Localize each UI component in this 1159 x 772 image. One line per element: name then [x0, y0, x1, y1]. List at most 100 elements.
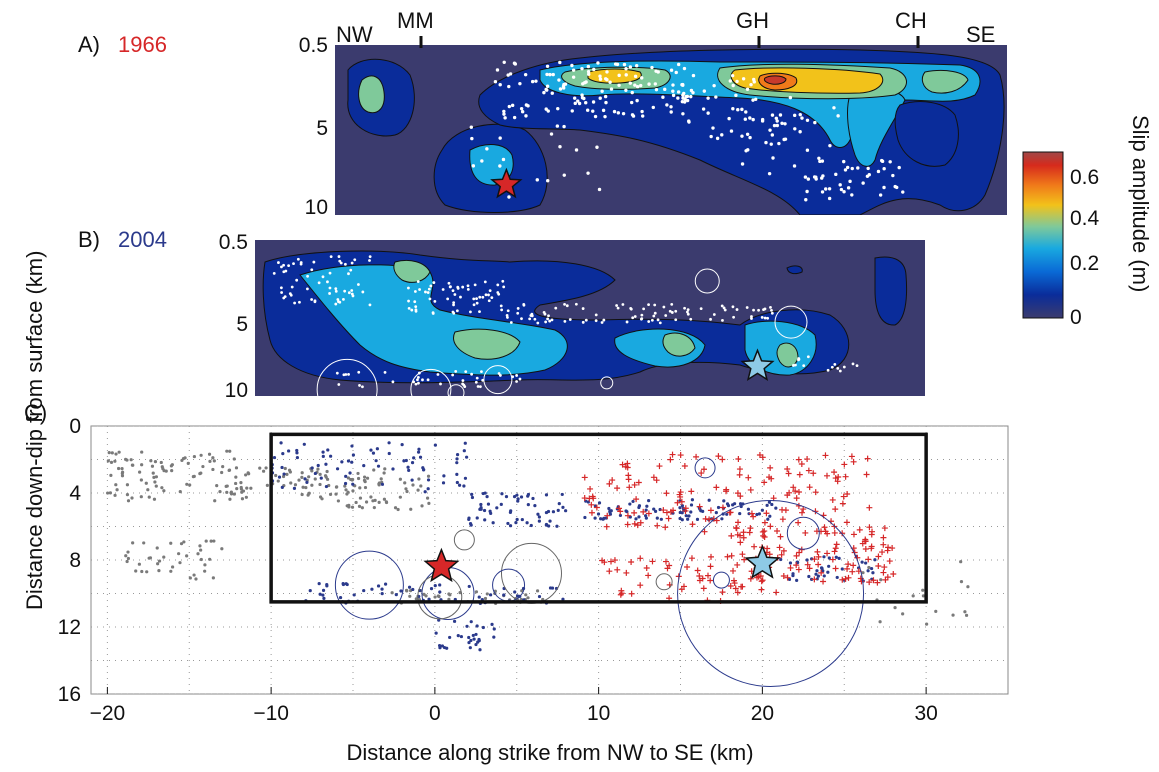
seismicity-dot-blue: [738, 502, 743, 506]
y-tick-label: 0: [69, 415, 81, 438]
panel-a-contour: [587, 68, 642, 84]
seismicity-cross-red: [766, 474, 773, 481]
aftershock-dot: [568, 318, 572, 321]
seismicity-cross-red: [633, 496, 640, 503]
seismicity-dot-blue: [502, 593, 506, 597]
aftershock-dot: [570, 109, 574, 113]
seismicity-dot-gray: [107, 451, 111, 455]
seismicity-dot-gray: [115, 488, 119, 492]
seismicity-dot-blue: [426, 478, 431, 482]
seismicity-cross-red: [719, 589, 726, 596]
aftershock-dot: [542, 90, 546, 95]
seismicity-dot-gray: [160, 465, 164, 469]
seismicity-dot-blue: [807, 574, 811, 579]
seismicity-cross-red: [677, 452, 684, 459]
seismicity-dot-blue: [757, 512, 762, 516]
panel-a-label: A): [78, 32, 100, 57]
aftershock-dot: [452, 311, 456, 315]
seismicity-dot-gray: [181, 456, 186, 461]
seismicity-dot-blue: [490, 622, 494, 627]
seismicity-cross-red: [707, 563, 714, 570]
seismicity-dot-blue: [583, 515, 587, 520]
seismicity-cross-red: [844, 491, 851, 498]
seismicity-dot-blue: [475, 516, 479, 520]
aftershock-dot: [604, 100, 608, 105]
seismicity-circle: [712, 571, 730, 589]
aftershock-dot: [830, 365, 834, 369]
seismicity-dot-blue: [768, 514, 772, 518]
x-tick-label: −20: [90, 702, 126, 725]
seismicity-dot-blue: [791, 572, 795, 576]
seismicity-dot-gray: [390, 591, 394, 595]
seismicity-dot-gray: [520, 589, 524, 593]
seismicity-dot-gray: [211, 576, 215, 580]
aftershock-dot: [524, 103, 529, 107]
seismicity-dot-blue: [317, 582, 321, 586]
seismicity-dot-blue: [344, 582, 348, 586]
aftershock-dot: [368, 303, 372, 307]
seismicity-dot-blue: [870, 566, 874, 571]
aftershock-dot: [586, 64, 591, 69]
seismicity-cross-red: [880, 534, 887, 541]
aftershock-dot: [760, 117, 765, 122]
aftershock-dot: [342, 297, 345, 301]
seismicity-dot-gray: [203, 563, 207, 567]
seismicity-cross-red: [778, 551, 785, 558]
aftershock-dot: [407, 299, 410, 303]
aftershock-dot: [461, 379, 465, 382]
seismicity-dot-blue: [457, 483, 462, 487]
seismicity-cross-red: [786, 489, 793, 496]
seismicity-dot-blue: [607, 506, 611, 511]
seismicity-dot-blue: [440, 644, 445, 648]
aftershock-dot: [842, 365, 846, 369]
aftershock-dot: [803, 175, 808, 179]
seismicity-dot-blue: [474, 632, 478, 637]
aftershock-dot: [745, 87, 750, 91]
seismicity-dot-gray: [526, 596, 530, 600]
aftershock-dot: [687, 119, 691, 123]
seismicity-cross-red: [839, 500, 846, 507]
aftershock-dot: [681, 96, 685, 100]
aftershock-dot: [732, 315, 735, 319]
aftershock-dot: [866, 166, 870, 171]
aftershock-dot: [736, 108, 740, 112]
seismicity-dot-gray: [350, 505, 355, 509]
seismicity-cross-red: [804, 456, 811, 463]
aftershock-dot: [456, 285, 460, 289]
seismicity-dot-blue: [469, 638, 473, 643]
aftershock-dot: [282, 263, 285, 267]
seismicity-dot-gray: [147, 495, 151, 499]
colorbar: 0.6 0.4 0.2 0 Slip amplitude (m): [1022, 115, 1153, 329]
seismicity-dot-blue: [438, 583, 442, 587]
seismicity-dot-gray: [901, 612, 905, 616]
seismicity-dot-blue: [634, 517, 638, 521]
aftershock-dot: [312, 260, 316, 264]
seismicity-dot-blue: [492, 627, 496, 631]
aftershock-dot: [543, 312, 547, 316]
aftershock-dot: [469, 125, 474, 129]
seismicity-dot-gray: [398, 477, 402, 481]
aftershock-circle: [316, 358, 378, 396]
seismicity-dot-gray: [293, 483, 298, 487]
aftershock-dot: [290, 285, 294, 289]
seismicity-dot-gray: [192, 454, 197, 459]
seismicity-cross-red: [660, 507, 667, 514]
aftershock-dot: [664, 314, 668, 317]
aftershock-dot: [633, 74, 638, 79]
aftershock-dot: [280, 291, 283, 294]
aftershock-dot: [546, 109, 550, 113]
seismicity-dot-blue: [689, 503, 694, 507]
aftershock-dot: [481, 295, 485, 299]
seismicity-cross-red: [865, 556, 872, 563]
seismicity-cross-red: [798, 460, 805, 467]
colorbar-ticks: 0.6 0.4 0.2 0: [1070, 166, 1100, 329]
seismicity-dot-blue: [720, 517, 724, 521]
aftershock-dot: [596, 61, 600, 65]
seismicity-cross-red: [810, 470, 817, 477]
aftershock-circle: [600, 376, 614, 390]
seismicity-cross-red: [736, 471, 743, 478]
aftershock-dot: [691, 73, 696, 78]
seismicity-cross-red: [663, 490, 670, 497]
seismicity-dot-blue: [816, 574, 820, 578]
seismicity-dot-blue: [338, 595, 343, 600]
